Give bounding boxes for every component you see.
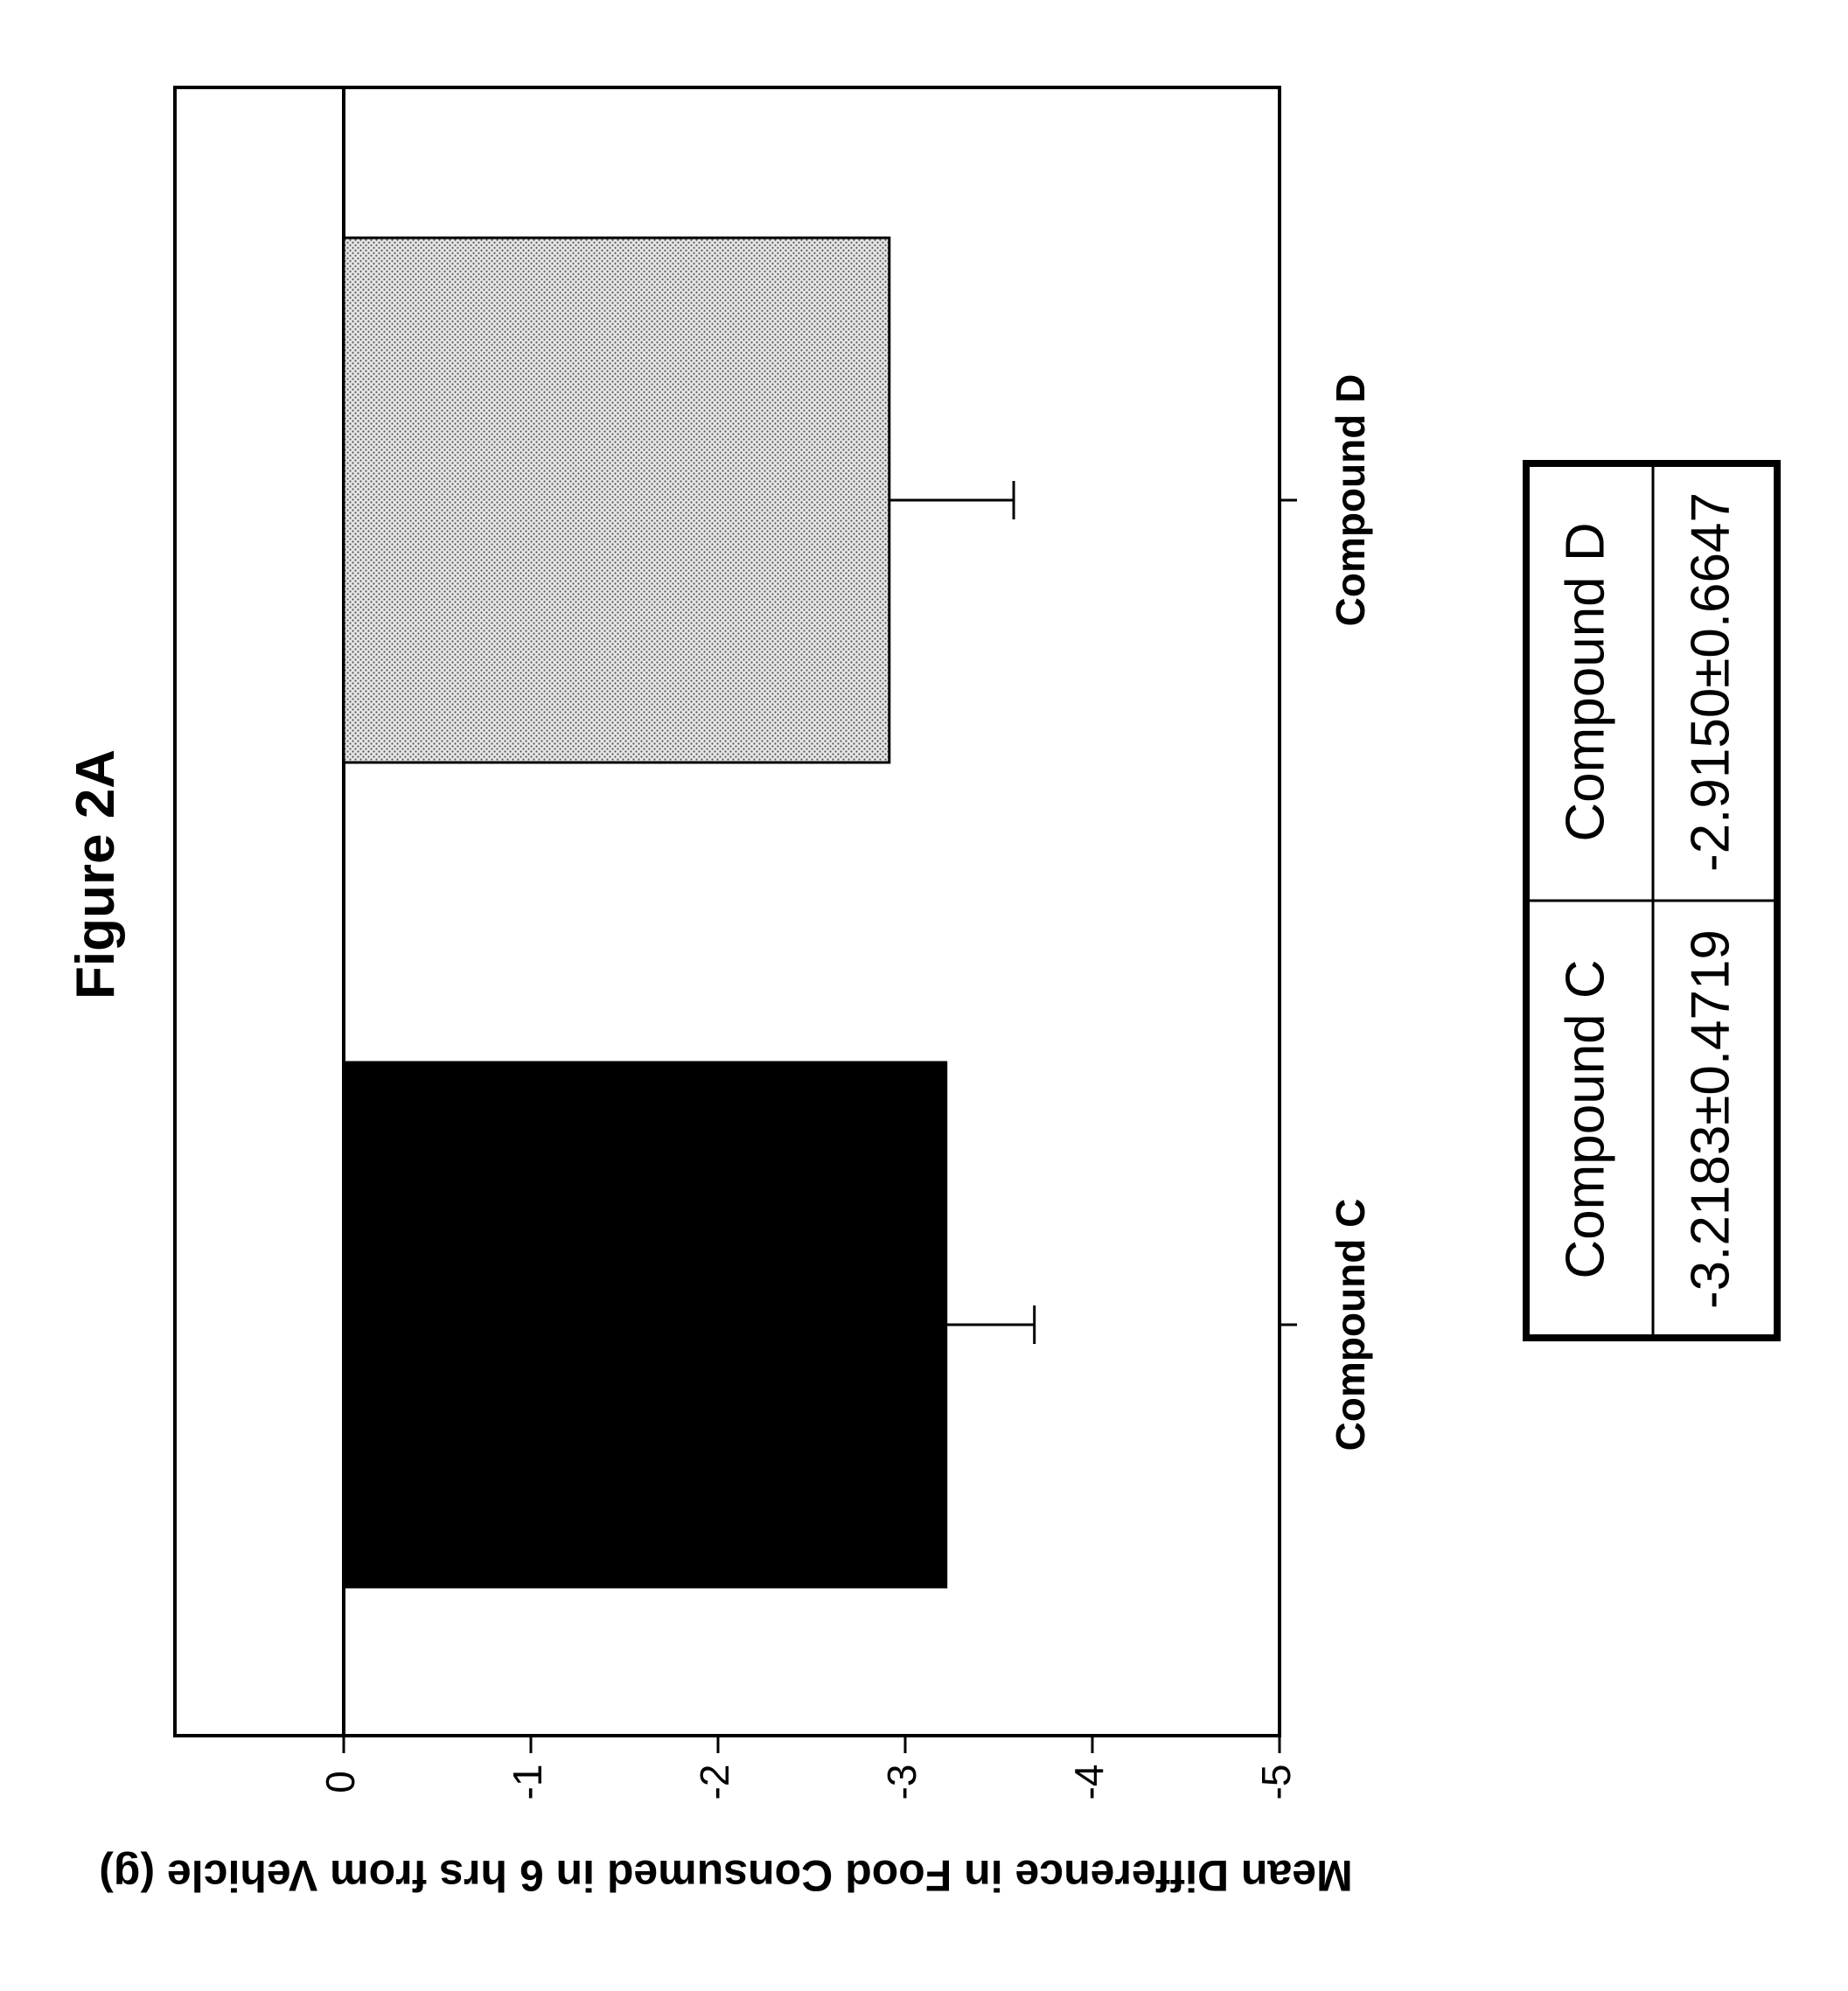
figure-title: Figure 2A <box>66 749 126 999</box>
category-label-compound-c: Compound C <box>1328 1199 1373 1451</box>
value-tick-label: 0 <box>317 1771 363 1793</box>
data-table: Compound C Compound D -3.2183±0.4719 -2.… <box>1526 463 1777 1338</box>
value-tick-label: -4 <box>1066 1765 1112 1800</box>
value-tick-label: -2 <box>692 1765 737 1800</box>
bars-layer <box>344 238 946 1587</box>
table-value-compound-d: -2.9150±0.6647 <box>1680 492 1740 872</box>
bar-compound-d <box>344 238 889 762</box>
table-value-compound-c: -3.2183±0.4719 <box>1680 929 1740 1309</box>
table-header-compound-c: Compound C <box>1555 959 1615 1278</box>
category-axis: Compound C Compound D <box>1280 374 1373 1451</box>
value-axis: 0 -1 -2 -3 -4 -5 <box>317 1736 1299 1800</box>
category-label-compound-d: Compound D <box>1328 374 1373 627</box>
value-tick-label: -1 <box>505 1765 550 1800</box>
value-tick-label: -3 <box>879 1765 924 1800</box>
table-header-compound-d: Compound D <box>1555 522 1615 841</box>
y-axis-title: Mean Difference in Food Consumed in 6 hr… <box>99 1851 1353 1900</box>
value-tick-label: -5 <box>1253 1765 1299 1800</box>
bar-compound-c <box>344 1062 946 1587</box>
